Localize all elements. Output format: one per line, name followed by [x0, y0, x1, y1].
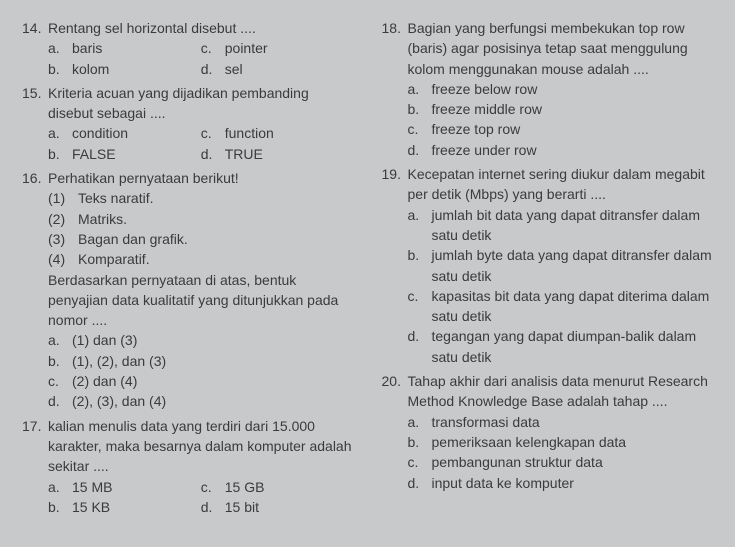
q19-opt-a: jumlah bit data yang dapat ditransfer da…	[432, 205, 714, 246]
opt-label: b.	[408, 245, 432, 286]
q16-opt-d: (2), (3), dan (4)	[72, 391, 354, 411]
q15-opt-d: TRUE	[225, 144, 354, 164]
q16-number: 16.	[22, 168, 48, 188]
q16-s2: Matriks.	[78, 209, 127, 229]
q17-opt-b: 15 KB	[72, 497, 201, 517]
q20-number: 20.	[382, 371, 408, 412]
opt-label: c.	[408, 452, 432, 472]
opt-label: d.	[201, 497, 225, 517]
q19-opt-b: jumlah byte data yang dapat ditransfer d…	[432, 245, 714, 286]
question-19: 19. Kecepatan internet sering diukur dal…	[382, 164, 714, 367]
q15-opt-c: function	[225, 123, 354, 143]
q19-number: 19.	[382, 164, 408, 205]
q20-stem: Tahap akhir dari analisis data menurut R…	[408, 371, 714, 412]
q16-s2n: (2)	[48, 209, 78, 229]
question-20: 20. Tahap akhir dari analisis data menur…	[382, 371, 714, 493]
opt-label: c.	[408, 119, 432, 139]
q16-stem: Perhatikan pernyataan berikut!	[48, 168, 354, 188]
q16-s4: Komparatif.	[78, 249, 150, 269]
q20-opt-d: input data ke komputer	[432, 473, 714, 493]
q19-opt-d: tegangan yang dapat diumpan-balik dalam …	[432, 326, 714, 367]
opt-label: d.	[48, 391, 72, 411]
opt-label: a.	[48, 38, 72, 58]
q19-opt-c: kapasitas bit data yang dapat diterima d…	[432, 286, 714, 327]
q18-opt-a: freeze below row	[432, 79, 714, 99]
question-14: 14. Rentang sel horizontal disebut .... …	[22, 18, 354, 79]
q14-opt-c: pointer	[225, 38, 354, 58]
q20-opt-a: transformasi data	[432, 412, 714, 432]
q18-number: 18.	[382, 18, 408, 79]
q16-s4n: (4)	[48, 249, 78, 269]
opt-label: b.	[408, 99, 432, 119]
q20-opt-b: pemeriksaan kelengkapan data	[432, 432, 714, 452]
q17-stem: kalian menulis data yang terdiri dari 15…	[48, 416, 354, 477]
opt-label: d.	[408, 473, 432, 493]
q15-stem: Kriteria acuan yang dijadikan pembanding…	[48, 83, 354, 124]
opt-label: a.	[48, 477, 72, 497]
q18-opt-b: freeze middle row	[432, 99, 714, 119]
opt-label: c.	[408, 286, 432, 327]
opt-label: b.	[408, 432, 432, 452]
q16-s1: Teks naratif.	[78, 188, 153, 208]
opt-label: c.	[201, 477, 225, 497]
q18-opt-c: freeze top row	[432, 119, 714, 139]
q16-s1n: (1)	[48, 188, 78, 208]
opt-label: a.	[408, 412, 432, 432]
opt-label: b.	[48, 497, 72, 517]
q20-opt-c: pembangunan struktur data	[432, 452, 714, 472]
opt-label: a.	[408, 79, 432, 99]
q15-opt-b: FALSE	[72, 144, 201, 164]
left-column: 14. Rentang sel horizontal disebut .... …	[22, 18, 354, 521]
opt-label: c.	[201, 38, 225, 58]
opt-label: d.	[201, 144, 225, 164]
opt-label: d.	[408, 140, 432, 160]
question-18: 18. Bagian yang berfungsi membekukan top…	[382, 18, 714, 160]
question-16: 16. Perhatikan pernyataan berikut! (1)Te…	[22, 168, 354, 412]
q14-opt-b: kolom	[72, 59, 201, 79]
opt-label: a.	[48, 123, 72, 143]
q14-number: 14.	[22, 18, 48, 38]
q14-opt-a: baris	[72, 38, 201, 58]
q15-opt-a: condition	[72, 123, 201, 143]
opt-label: b.	[48, 59, 72, 79]
q18-stem: Bagian yang berfungsi membekukan top row…	[408, 18, 714, 79]
opt-label: c.	[201, 123, 225, 143]
question-17: 17. kalian menulis data yang terdiri dar…	[22, 416, 354, 517]
opt-label: d.	[201, 59, 225, 79]
q14-opt-d: sel	[225, 59, 354, 79]
q14-stem: Rentang sel horizontal disebut ....	[48, 18, 354, 38]
opt-label: a.	[48, 330, 72, 350]
q16-opt-a: (1) dan (3)	[72, 330, 354, 350]
opt-label: d.	[408, 326, 432, 367]
right-column: 18. Bagian yang berfungsi membekukan top…	[382, 18, 714, 521]
opt-label: b.	[48, 351, 72, 371]
opt-label: c.	[48, 371, 72, 391]
q17-opt-c: 15 GB	[225, 477, 354, 497]
q16-s3: Bagan dan grafik.	[78, 229, 188, 249]
q18-opt-d: freeze under row	[432, 140, 714, 160]
q17-opt-a: 15 MB	[72, 477, 201, 497]
q16-s3n: (3)	[48, 229, 78, 249]
two-column-layout: 14. Rentang sel horizontal disebut .... …	[22, 18, 713, 521]
q17-opt-d: 15 bit	[225, 497, 354, 517]
q16-para: Berdasarkan pernyataan di atas, bentuk p…	[48, 270, 354, 331]
q19-stem: Kecepatan internet sering diukur dalam m…	[408, 164, 714, 205]
q16-opt-b: (1), (2), dan (3)	[72, 351, 354, 371]
q16-opt-c: (2) dan (4)	[72, 371, 354, 391]
opt-label: a.	[408, 205, 432, 246]
opt-label: b.	[48, 144, 72, 164]
q15-number: 15.	[22, 83, 48, 124]
q17-number: 17.	[22, 416, 48, 477]
question-15: 15. Kriteria acuan yang dijadikan pemban…	[22, 83, 354, 164]
